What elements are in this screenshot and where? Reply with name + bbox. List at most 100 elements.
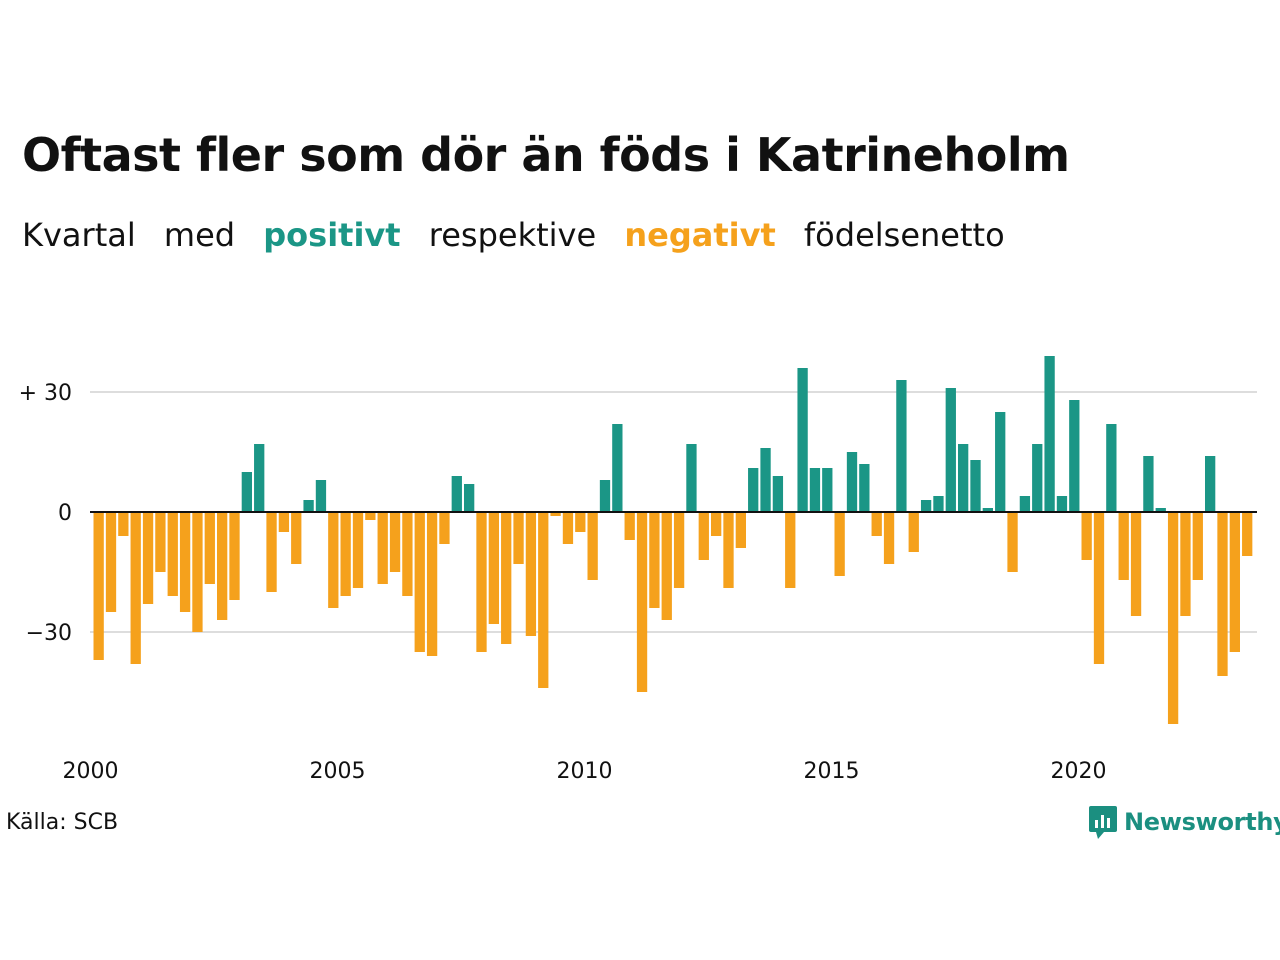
x-tick-label: 2015 xyxy=(804,759,860,784)
bar-negative xyxy=(883,512,895,564)
x-tick-label: 2020 xyxy=(1051,759,1107,784)
bar-negative xyxy=(1130,512,1142,616)
bar-negative xyxy=(476,512,487,652)
subtitle-word-respectively: respektive xyxy=(428,216,597,254)
bar-positive xyxy=(241,472,252,512)
bar-positive xyxy=(612,424,623,512)
bar-negative xyxy=(785,512,796,588)
bar-positive xyxy=(1143,456,1154,512)
bar-negative xyxy=(217,512,228,620)
bar-negative xyxy=(266,512,277,592)
bar-positive xyxy=(760,448,771,512)
bar-negative xyxy=(155,512,166,572)
bar-negative xyxy=(414,512,425,652)
bar-positive xyxy=(846,452,858,512)
bar-negative xyxy=(636,512,648,692)
bars xyxy=(93,356,1253,724)
bar-negative xyxy=(389,512,401,572)
bar-positive xyxy=(982,508,993,512)
bar-negative xyxy=(587,512,598,580)
bar-negative xyxy=(439,512,450,544)
bar-positive xyxy=(1205,456,1216,512)
bar-negative xyxy=(501,512,512,644)
bar-negative xyxy=(624,512,635,540)
bar-negative xyxy=(402,512,413,596)
bar-negative xyxy=(130,512,141,664)
bar-negative xyxy=(278,512,290,532)
y-tick-label: 0 xyxy=(58,501,72,526)
bar-positive xyxy=(797,368,808,512)
bar-negative xyxy=(723,512,734,588)
x-tick-label: 2000 xyxy=(63,759,119,784)
bar-negative xyxy=(426,512,438,656)
bar-negative xyxy=(1217,512,1228,676)
bar-negative xyxy=(93,512,104,660)
bar-negative xyxy=(179,512,191,612)
bar-negative xyxy=(229,512,240,600)
bar-positive xyxy=(958,444,969,512)
bar-positive xyxy=(896,380,907,512)
brand-name: Newsworthy xyxy=(1124,808,1280,836)
bar-positive xyxy=(772,476,784,512)
grid-lines xyxy=(90,391,1257,633)
bar-negative xyxy=(711,512,722,536)
chart-title: Oftast fler som dör än föds i Katrinehol… xyxy=(22,128,1070,182)
bar-positive xyxy=(1106,424,1117,512)
bar-positive xyxy=(686,444,697,512)
bar-negative xyxy=(142,512,154,604)
bar-positive xyxy=(933,496,944,512)
bar-positive xyxy=(315,480,327,512)
bar-negative xyxy=(352,512,364,588)
bar-negative xyxy=(167,512,178,596)
x-axis-labels: 2000 2005 2010 2015 2020 xyxy=(63,759,1107,784)
subtitle-positive-legend: positivt xyxy=(263,216,401,254)
bar-negative xyxy=(550,512,561,516)
bar-negative xyxy=(673,512,685,588)
newsworthy-logo-icon xyxy=(1089,806,1117,839)
source-note: Källa: SCB xyxy=(6,810,119,835)
bar-negative xyxy=(1007,512,1018,572)
newsworthy-logo: Newsworthy xyxy=(1088,804,1280,840)
bar-positive xyxy=(1069,400,1080,512)
x-tick-label: 2010 xyxy=(557,759,613,784)
bar-negative xyxy=(204,512,215,584)
bar-negative xyxy=(365,512,376,520)
bar-negative xyxy=(1118,512,1129,580)
subtitle-negative-legend: negativt xyxy=(624,216,776,254)
y-tick-label: −30 xyxy=(26,621,72,646)
bar-negative xyxy=(871,512,882,536)
bar-positive xyxy=(599,480,611,512)
bar-negative xyxy=(698,512,709,560)
bar-negative xyxy=(1081,512,1092,560)
bar-negative xyxy=(1180,512,1191,616)
bar-negative xyxy=(1192,512,1203,580)
y-axis-labels: + 30 0 −30 xyxy=(19,381,72,646)
bar-negative xyxy=(105,512,117,612)
bar-negative xyxy=(291,512,302,564)
bar-negative xyxy=(735,512,746,548)
x-tick-label: 2005 xyxy=(310,759,366,784)
bar-positive xyxy=(1155,508,1166,512)
bar-positive xyxy=(995,412,1006,512)
bar-positive xyxy=(945,388,956,512)
bar-negative xyxy=(1229,512,1240,652)
bar-positive xyxy=(1019,496,1031,512)
bar-negative xyxy=(908,512,919,552)
subtitle-word-quarter: Kvartal xyxy=(22,216,136,254)
bar-positive xyxy=(920,500,932,512)
bar-positive xyxy=(748,468,759,512)
bar-positive xyxy=(1056,496,1068,512)
bar-negative xyxy=(1242,512,1253,556)
bar-positive xyxy=(809,468,821,512)
bar-negative xyxy=(118,512,129,536)
bar-negative xyxy=(340,512,351,596)
bar-negative xyxy=(525,512,537,636)
bar-negative xyxy=(661,512,672,620)
subtitle-word-with: med xyxy=(163,216,236,254)
bar-negative xyxy=(649,512,660,608)
bar-negative xyxy=(538,512,549,688)
bar-positive xyxy=(303,500,314,512)
bar-positive xyxy=(970,460,981,512)
bar-negative xyxy=(192,512,203,632)
bar-positive xyxy=(822,468,833,512)
